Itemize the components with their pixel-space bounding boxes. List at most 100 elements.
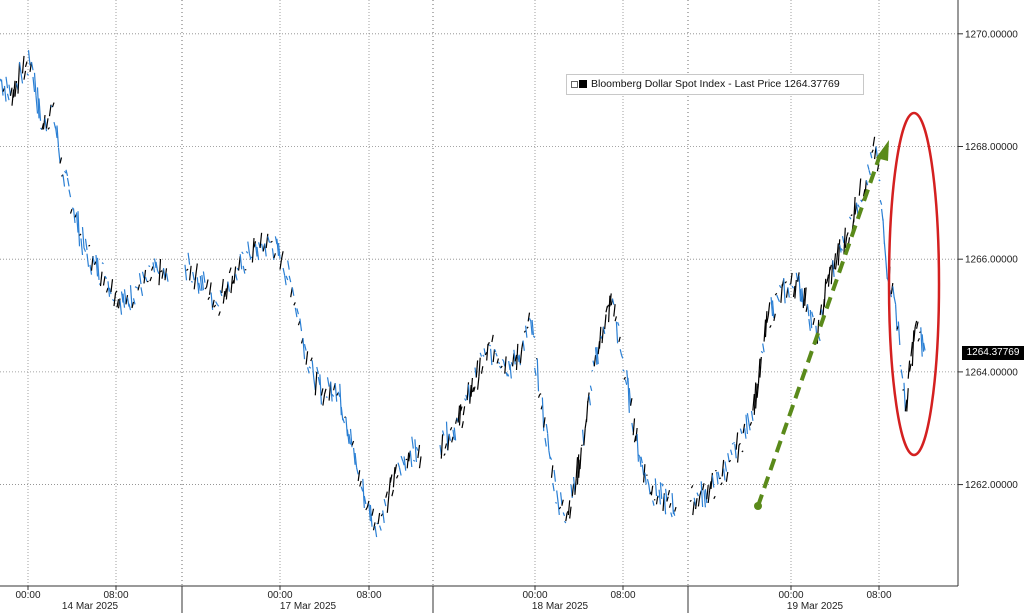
series-segment [411,436,414,449]
gridlines [0,0,958,586]
series-segment [501,358,504,362]
series-segment [32,76,36,93]
series-segment [674,506,677,512]
series-segment [213,304,217,308]
series-segment [259,232,263,248]
date-label: 17 Mar 2025 [280,601,337,612]
series-segment [903,382,906,412]
series-segment [780,284,783,303]
series-segment [365,506,368,511]
series-segment [402,459,405,466]
x-axis: 00:00 08:00 00:00 08:00 00:00 08:00 00:00 08:00… [0,585,958,613]
series-segment [453,427,457,441]
series-segment [635,427,638,442]
series-segment [117,298,121,309]
series-segment [354,452,358,468]
series-segment [639,456,642,467]
series-segment [832,260,835,277]
series-segment [406,452,410,469]
series-segment [310,357,313,362]
x-tick-label: 08:00 [103,590,128,601]
series-segment [270,240,273,243]
series-segment [299,318,303,332]
series-segment [323,388,327,395]
series-segment [576,454,580,485]
series-segment [317,376,321,386]
series-segment [21,55,25,74]
series-segment [628,388,632,406]
series-segment [872,136,876,147]
series-segment [403,456,407,471]
series-segment [812,317,816,326]
series-segment [505,372,508,377]
series-segment [738,442,741,446]
series-segment [141,271,145,279]
series-segment [440,434,444,459]
x-tick-label: 08:00 [356,590,381,601]
series-segment [536,358,540,392]
series-segment [245,251,249,254]
series-segment [609,293,612,307]
series-segment [86,253,90,267]
series-segment [497,361,501,365]
legend-series-value: 1264.37769 [784,78,840,90]
series-segment [672,509,676,516]
series-segment [484,352,488,356]
series-segment [102,276,106,286]
series-segment [695,498,698,510]
series-segment [519,349,523,364]
series-segment [51,102,55,108]
series-segment [769,324,772,329]
series-segment [65,169,69,177]
series-segment [913,326,916,342]
series-segment [741,450,744,453]
series-segment [383,498,387,507]
series-segment [804,287,807,306]
series-segment [138,273,142,285]
series-segment [218,311,221,316]
series-segment [380,513,384,517]
series-segment [587,392,590,403]
series-segment [500,365,503,369]
series-segment [242,265,246,274]
series-segment [716,472,719,485]
series-segment [643,464,646,483]
series-segment [837,239,841,266]
series-segment [457,405,461,423]
series-segment [241,251,244,255]
series-segment [205,279,209,288]
series-segment [201,275,204,291]
series-segment [89,264,93,275]
series-segment [282,267,286,276]
series-segment [158,258,162,286]
series-segment [602,326,606,335]
series-segment [848,216,852,220]
series-segment [696,492,699,497]
series-segment [545,423,549,434]
series-segment [746,413,750,423]
series-segment [265,233,269,249]
series-segment [366,500,370,508]
series-segment [351,440,355,446]
series-segment [303,343,307,351]
series-segment [187,252,191,265]
series-segment [737,445,740,463]
series-segment [502,360,506,367]
series-segment [699,490,702,496]
series-segment [750,410,754,421]
series-segment [349,428,353,448]
series-segment [784,281,787,284]
series-segment [470,377,473,397]
series-segment [480,366,484,374]
series-segment [574,478,577,495]
series-segment [547,433,550,451]
series-segment [115,290,118,294]
series-segment [331,393,335,397]
series-segment [709,481,712,491]
series-segment [353,447,356,465]
series-segment [865,180,869,186]
series-segment [558,506,562,510]
series-segment [153,258,157,268]
series-segment [308,366,312,369]
series-segment [162,268,166,279]
